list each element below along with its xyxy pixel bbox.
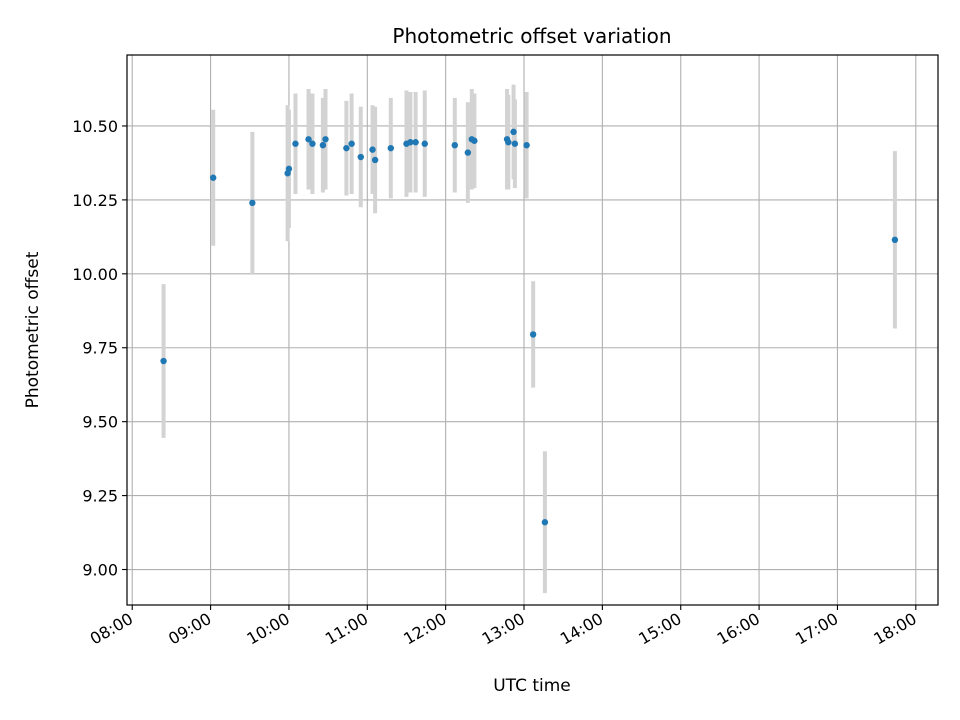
data-point: [541, 519, 549, 526]
x-tick-label: 08:00: [87, 609, 136, 649]
chart-title: Photometric offset variation: [392, 24, 671, 48]
data-point: [249, 199, 256, 207]
data-point: [309, 140, 316, 147]
data-point: [343, 144, 350, 152]
x-tick-label: 14:00: [557, 609, 606, 649]
x-tick-label: 15:00: [635, 609, 684, 649]
y-tick-label: 9.25: [82, 487, 118, 506]
data-point: [292, 140, 299, 147]
x-tick-label: 11:00: [322, 609, 371, 649]
y-tick-label: 10.00: [72, 265, 118, 284]
x-axis-ticks: 08:00 09:00 10:00 11:00 12:00 13:00 14:00 15:00…: [87, 605, 920, 649]
data-point: [464, 149, 472, 156]
data-point: [407, 139, 414, 146]
x-tick-label: 16:00: [714, 609, 763, 649]
y-axis-label: Photometric offset: [23, 251, 43, 408]
x-tick-label: 12:00: [400, 609, 449, 649]
data-point: [523, 141, 530, 149]
data-point: [322, 136, 329, 143]
y-tick-label: 9.50: [82, 413, 118, 432]
data-point: [371, 156, 379, 164]
data-point: [160, 357, 167, 365]
data-point: [357, 153, 364, 161]
x-tick-label: 09:00: [165, 609, 214, 649]
data-point: [451, 141, 458, 149]
data-point: [421, 140, 428, 147]
data-point: [319, 141, 327, 149]
data-point: [348, 140, 355, 147]
x-tick-label: 18:00: [870, 609, 919, 649]
data-point: [209, 174, 217, 181]
data-point: [511, 140, 519, 147]
data-point: [305, 136, 312, 143]
data-point: [510, 128, 517, 136]
data-point: [369, 146, 376, 153]
data-points: [160, 128, 899, 526]
y-tick-label: 10.50: [72, 117, 118, 136]
data-point: [505, 139, 512, 146]
data-point: [387, 144, 395, 152]
plot-area-frame: [126, 54, 939, 606]
y-tick-label: 9.75: [82, 339, 118, 358]
data-point: [529, 331, 537, 338]
y-tick-label: 9.00: [82, 561, 118, 580]
data-point: [891, 236, 899, 244]
data-point: [285, 165, 293, 173]
x-tick-label: 10:00: [244, 609, 293, 649]
x-axis-label: UTC time: [493, 676, 571, 696]
y-axis-ticks: 9.00 9.25 9.50 9.75 10.00 10.25 10.50: [72, 117, 127, 580]
data-point: [412, 139, 419, 146]
x-tick-label: 13:00: [479, 609, 528, 649]
error-bars: [161, 84, 897, 594]
x-tick-label: 17:00: [792, 609, 841, 649]
data-point: [471, 137, 478, 144]
y-tick-label: 10.25: [72, 191, 118, 210]
